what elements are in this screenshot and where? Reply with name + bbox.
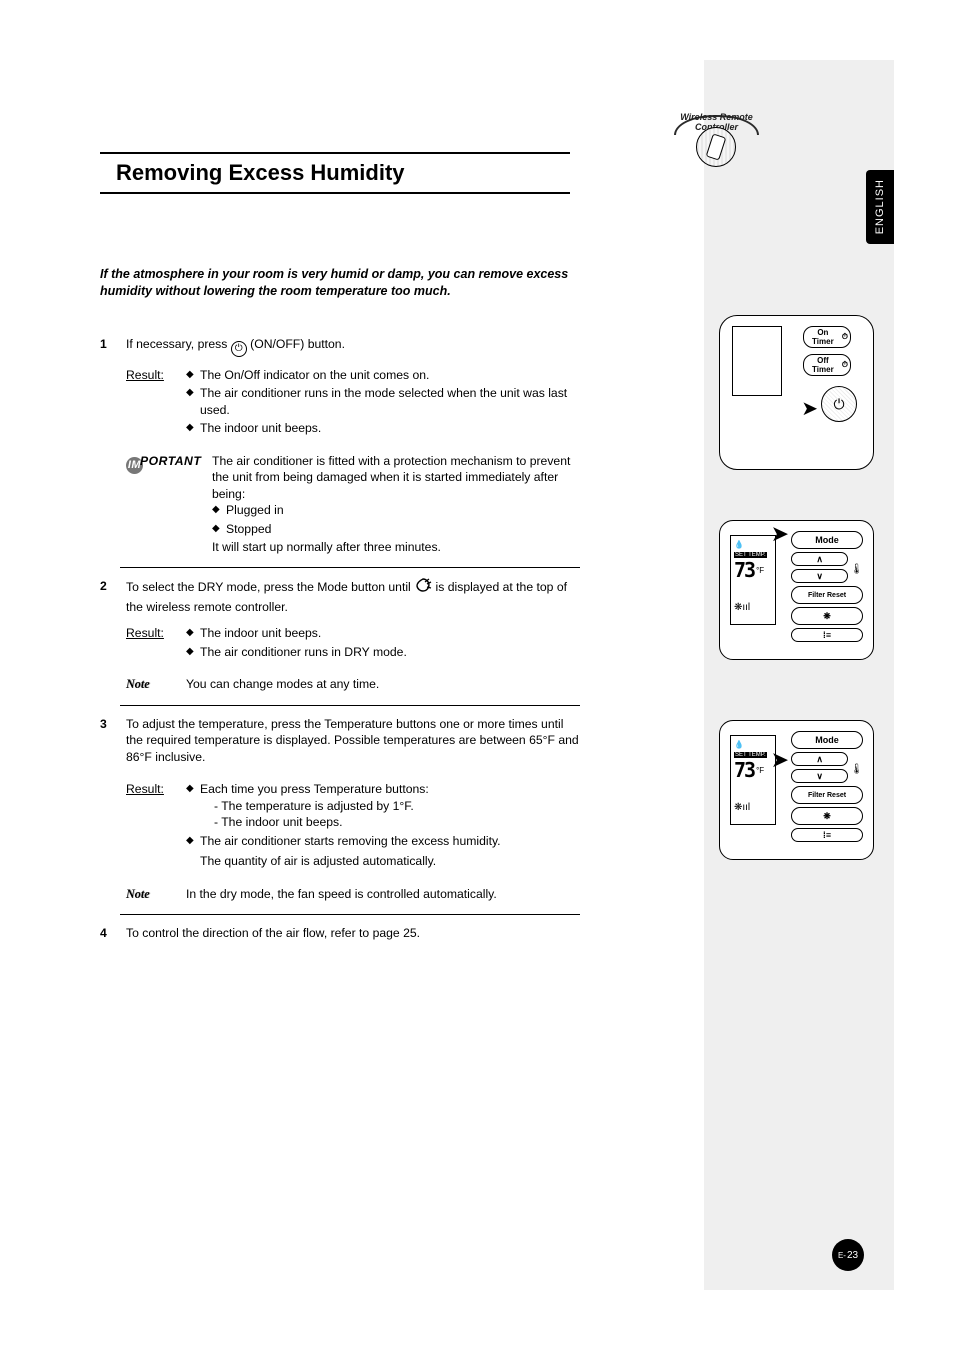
important-outro: It will start up normally after three mi… — [212, 539, 580, 555]
right-gutter — [704, 60, 894, 1290]
result-label: Result: — [126, 625, 186, 662]
list-item: Plugged in — [212, 502, 580, 518]
swing-button: ⁞≡ — [791, 628, 863, 642]
list-item: The On/Off indicator on the unit comes o… — [186, 367, 580, 383]
filter-reset-button: Filter Reset — [791, 786, 863, 804]
pointer-arrow-icon: ➤ — [801, 396, 818, 421]
temp-up-button: ∧ — [791, 752, 848, 766]
step-3-note: In the dry mode, the fan speed is contro… — [186, 886, 580, 902]
step-number: 2 — [100, 578, 126, 692]
result-label: Result: — [126, 367, 186, 439]
step-3-text: To adjust the temperature, press the Tem… — [126, 716, 580, 765]
note-badge: Note — [126, 676, 186, 692]
step-4-text: To control the direction of the air flow… — [126, 925, 580, 941]
list-item: The air conditioner runs in the mode sel… — [186, 385, 580, 418]
step-1: 1 If necessary, press ⏻ (ON/OFF) button.… — [100, 326, 580, 568]
lcd-display: 💧 SET TEMP. 73°F ❋ııl — [730, 735, 776, 825]
heading-bar: Removing Excess Humidity — [100, 152, 570, 194]
temp-unit: °F — [756, 566, 764, 575]
language-tab: ENGLISH — [866, 170, 894, 244]
results-tail-line2: The quantity of air is adjusted automati… — [200, 853, 580, 869]
thermometer-icon: 🌡 — [850, 764, 863, 775]
list-item: The indoor unit beeps. — [186, 625, 580, 641]
step-number: 4 — [100, 925, 126, 941]
note-badge: Note — [126, 886, 186, 902]
temp-down-button: ∨ — [791, 569, 848, 583]
power-button: ⏻ — [821, 386, 857, 422]
remote-illustration-2: ➤ 💧 SET TEMP. 73°F ❋ııl Mode ∧ ∨ 🌡 Filte… — [719, 520, 874, 660]
list-item: Each time you press Temperature buttons:… — [186, 781, 580, 830]
thermometer-icon: 🌡 — [850, 564, 863, 575]
power-icon: ⏻ — [833, 396, 844, 413]
page-prefix: E- — [838, 1251, 846, 1260]
temp-unit: °F — [756, 766, 764, 775]
step-2: 2 To select the DRY mode, press the Mode… — [100, 568, 580, 704]
step-number: 1 — [100, 336, 126, 556]
mode-button: Mode — [791, 731, 863, 749]
dry-mode-icon: 💧 — [734, 740, 744, 749]
results-sub: - The temperature is adjusted by 1°F. — [200, 798, 580, 814]
page-num: 23 — [847, 1250, 858, 1261]
results-lead: Each time you press Temperature buttons: — [200, 782, 429, 796]
list-item: Stopped — [212, 521, 580, 537]
step-3-results: Each time you press Temperature buttons:… — [186, 781, 580, 869]
step-4: 4 To control the direction of the air fl… — [100, 915, 580, 953]
step-2-text-a: To select the DRY mode, press the Mode b… — [126, 580, 414, 594]
step-2-results: The indoor unit beeps. The air condition… — [186, 625, 580, 660]
dry-mode-icon: 💧 — [734, 540, 744, 549]
fan-button: ❋ — [791, 607, 863, 625]
swing-button: ⁞≡ — [791, 828, 863, 842]
temp-digits: 73 — [734, 758, 754, 782]
language-tab-label: ENGLISH — [874, 179, 886, 234]
important-list: Plugged in Stopped — [212, 502, 580, 537]
important-label: PORTANT — [140, 454, 201, 468]
dry-mode-icon — [414, 578, 432, 598]
list-item: The air conditioner starts removing the … — [186, 833, 580, 870]
step-2-note: You can change modes at any time. — [186, 676, 580, 692]
remote-illustration-1: On Timer⏱ Off Timer⏱ ⏻ ➤ — [719, 315, 874, 470]
temp-up-button: ∧ — [791, 552, 848, 566]
remote-illustration-3: ➤ 💧 SET TEMP. 73°F ❋ııl Mode ∧ ∨ 🌡 Filte… — [719, 720, 874, 860]
important-intro: The air conditioner is fitted with a pro… — [212, 453, 580, 502]
step-1-results: The On/Off indicator on the unit comes o… — [186, 367, 580, 437]
temp-digits: 73 — [734, 558, 754, 582]
result-label: Result: — [126, 781, 186, 871]
important-badge: IMPORTANT — [126, 453, 212, 556]
filter-reset-button: Filter Reset — [791, 586, 863, 604]
page-title: Removing Excess Humidity — [116, 160, 570, 186]
on-timer-button: On Timer⏱ — [803, 326, 851, 348]
temp-down-button: ∨ — [791, 769, 848, 783]
list-item: The air conditioner runs in DRY mode. — [186, 644, 580, 660]
fan-indicator: ❋ııl — [734, 802, 772, 813]
lcd-display: 💧 SET TEMP. 73°F ❋ııl — [730, 535, 776, 625]
list-item: The indoor unit beeps. — [186, 420, 580, 436]
mode-button: Mode — [791, 531, 863, 549]
step-1-text-b: (ON/OFF) button. — [247, 337, 345, 351]
step-1-text-a: If necessary, press — [126, 337, 231, 351]
results-tail: The air conditioner starts removing the … — [200, 834, 501, 848]
intro-paragraph: If the atmosphere in your room is very h… — [100, 266, 570, 300]
fan-indicator: ❋ııl — [734, 602, 772, 613]
results-sub: - The indoor unit beeps. — [200, 814, 580, 830]
step-number: 3 — [100, 716, 126, 902]
fan-button: ❋ — [791, 807, 863, 825]
off-timer-button: Off Timer⏱ — [803, 354, 851, 376]
step-3: 3 To adjust the temperature, press the T… — [100, 706, 580, 914]
page-number-badge: E-23 — [832, 1239, 864, 1271]
wireless-remote-badge: Wireless Remote Controller — [674, 115, 759, 170]
onoff-icon: ⏻ — [231, 341, 247, 357]
